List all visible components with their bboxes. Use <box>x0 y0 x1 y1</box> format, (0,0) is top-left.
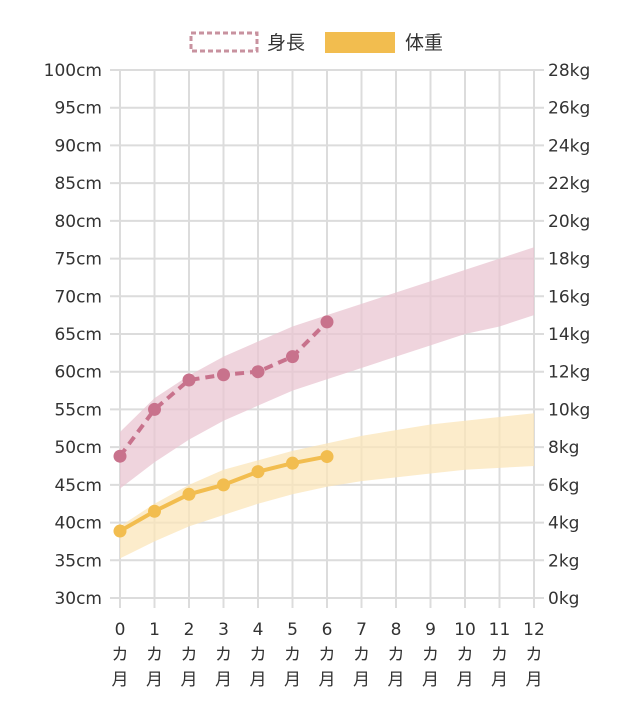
x-tick-label: 2 <box>184 620 195 640</box>
data-point-weight <box>320 450 334 464</box>
y-right-tick-label: 22kg <box>548 174 590 194</box>
y-right-tick-label: 18kg <box>548 250 590 270</box>
x-tick-unit: 月 <box>526 670 543 690</box>
data-point-height <box>182 373 196 387</box>
x-tick-unit: 月 <box>457 670 474 690</box>
y-left-tick-label: 95cm <box>54 99 102 119</box>
x-tick-unit: 月 <box>319 670 336 690</box>
y-left-tick-label: 50cm <box>54 438 102 458</box>
y-left-tick-label: 65cm <box>54 325 102 345</box>
x-tick-unit: 月 <box>284 670 301 690</box>
y-right-tick-label: 20kg <box>548 212 590 232</box>
y-right-tick-label: 2kg <box>548 551 579 571</box>
y-left-tick-label: 45cm <box>54 476 102 496</box>
y-left-tick-label: 30cm <box>54 589 102 609</box>
y-left-tick-label: 70cm <box>54 287 102 307</box>
legend-swatch-weight <box>325 32 395 53</box>
x-tick-label: 5 <box>287 620 298 640</box>
x-tick-unit: カ <box>491 645 508 665</box>
x-tick-unit: 月 <box>215 670 232 690</box>
data-point-height <box>320 315 334 329</box>
x-tick-unit: 月 <box>491 670 508 690</box>
y-left-tick-label: 80cm <box>54 212 102 232</box>
x-tick-unit: カ <box>353 645 370 665</box>
data-point-weight <box>148 504 161 518</box>
y-left-tick-label: 40cm <box>54 514 102 534</box>
x-tick-unit: 月 <box>112 670 129 690</box>
data-point-height <box>217 368 230 382</box>
x-tick-unit: カ <box>388 645 405 665</box>
x-tick-unit: カ <box>215 645 232 665</box>
x-tick-label: 10 <box>454 620 476 640</box>
legend-label-weight: 体重 <box>405 32 443 54</box>
y-right-tick-label: 28kg <box>548 61 590 81</box>
y-left-tick-label: 90cm <box>54 136 102 156</box>
data-point-height <box>286 350 299 364</box>
x-tick-label: 4 <box>253 620 264 640</box>
y-left-tick-label: 55cm <box>54 400 102 420</box>
x-tick-label: 11 <box>489 620 511 640</box>
y-right-tick-label: 10kg <box>548 400 590 420</box>
x-tick-unit: 月 <box>250 670 267 690</box>
legend-label-height: 身長 <box>267 32 305 54</box>
x-tick-label: 8 <box>391 620 402 640</box>
x-tick-unit: 月 <box>388 670 405 690</box>
reference-band-height <box>120 247 534 489</box>
y-right-tick-label: 6kg <box>548 476 579 496</box>
y-left-tick-label: 75cm <box>54 250 102 270</box>
legend: 身長 体重 <box>189 31 443 54</box>
x-tick-label: 6 <box>322 620 333 640</box>
y-left-tick-label: 35cm <box>54 551 102 571</box>
data-point-weight <box>217 478 230 492</box>
x-tick-unit: カ <box>284 645 301 665</box>
x-tick-unit: カ <box>319 645 336 665</box>
data-point-height <box>251 365 265 379</box>
x-tick-unit: カ <box>181 645 198 665</box>
data-point-height <box>148 402 161 416</box>
x-tick-label: 0 <box>115 620 126 640</box>
y-left-tick-label: 85cm <box>54 174 102 194</box>
x-tick-label: 9 <box>425 620 436 640</box>
x-tick-label: 1 <box>149 620 160 640</box>
y-right-tick-label: 0kg <box>548 589 579 609</box>
x-tick-unit: 月 <box>146 670 163 690</box>
data-point-weight <box>286 456 299 470</box>
x-tick-label: 12 <box>523 620 545 640</box>
data-point-weight <box>251 465 265 479</box>
x-tick-unit: カ <box>526 645 543 665</box>
legend-swatch-height <box>189 31 259 53</box>
reference-band-weight <box>120 413 534 559</box>
y-left-tick-label: 60cm <box>54 363 102 383</box>
x-tick-unit: カ <box>422 645 439 665</box>
y-left-tick-label: 100cm <box>44 61 102 81</box>
x-tick-unit: カ <box>457 645 474 665</box>
y-right-tick-label: 8kg <box>548 438 579 458</box>
x-tick-label: 3 <box>218 620 229 640</box>
x-tick-unit: カ <box>250 645 267 665</box>
x-tick-unit: カ <box>146 645 163 665</box>
y-right-tick-label: 12kg <box>548 363 590 383</box>
y-right-tick-label: 24kg <box>548 136 590 156</box>
x-tick-unit: 月 <box>422 670 439 690</box>
x-tick-unit: 月 <box>353 670 370 690</box>
x-tick-unit: カ <box>112 645 129 665</box>
data-point-height <box>113 449 127 463</box>
y-right-tick-label: 14kg <box>548 325 590 345</box>
data-point-weight <box>113 524 127 538</box>
y-right-tick-label: 16kg <box>548 287 590 307</box>
data-point-weight <box>182 487 196 501</box>
x-tick-label: 7 <box>356 620 367 640</box>
x-tick-unit: 月 <box>181 670 198 690</box>
y-right-tick-label: 4kg <box>548 514 579 534</box>
y-right-tick-label: 26kg <box>548 99 590 119</box>
